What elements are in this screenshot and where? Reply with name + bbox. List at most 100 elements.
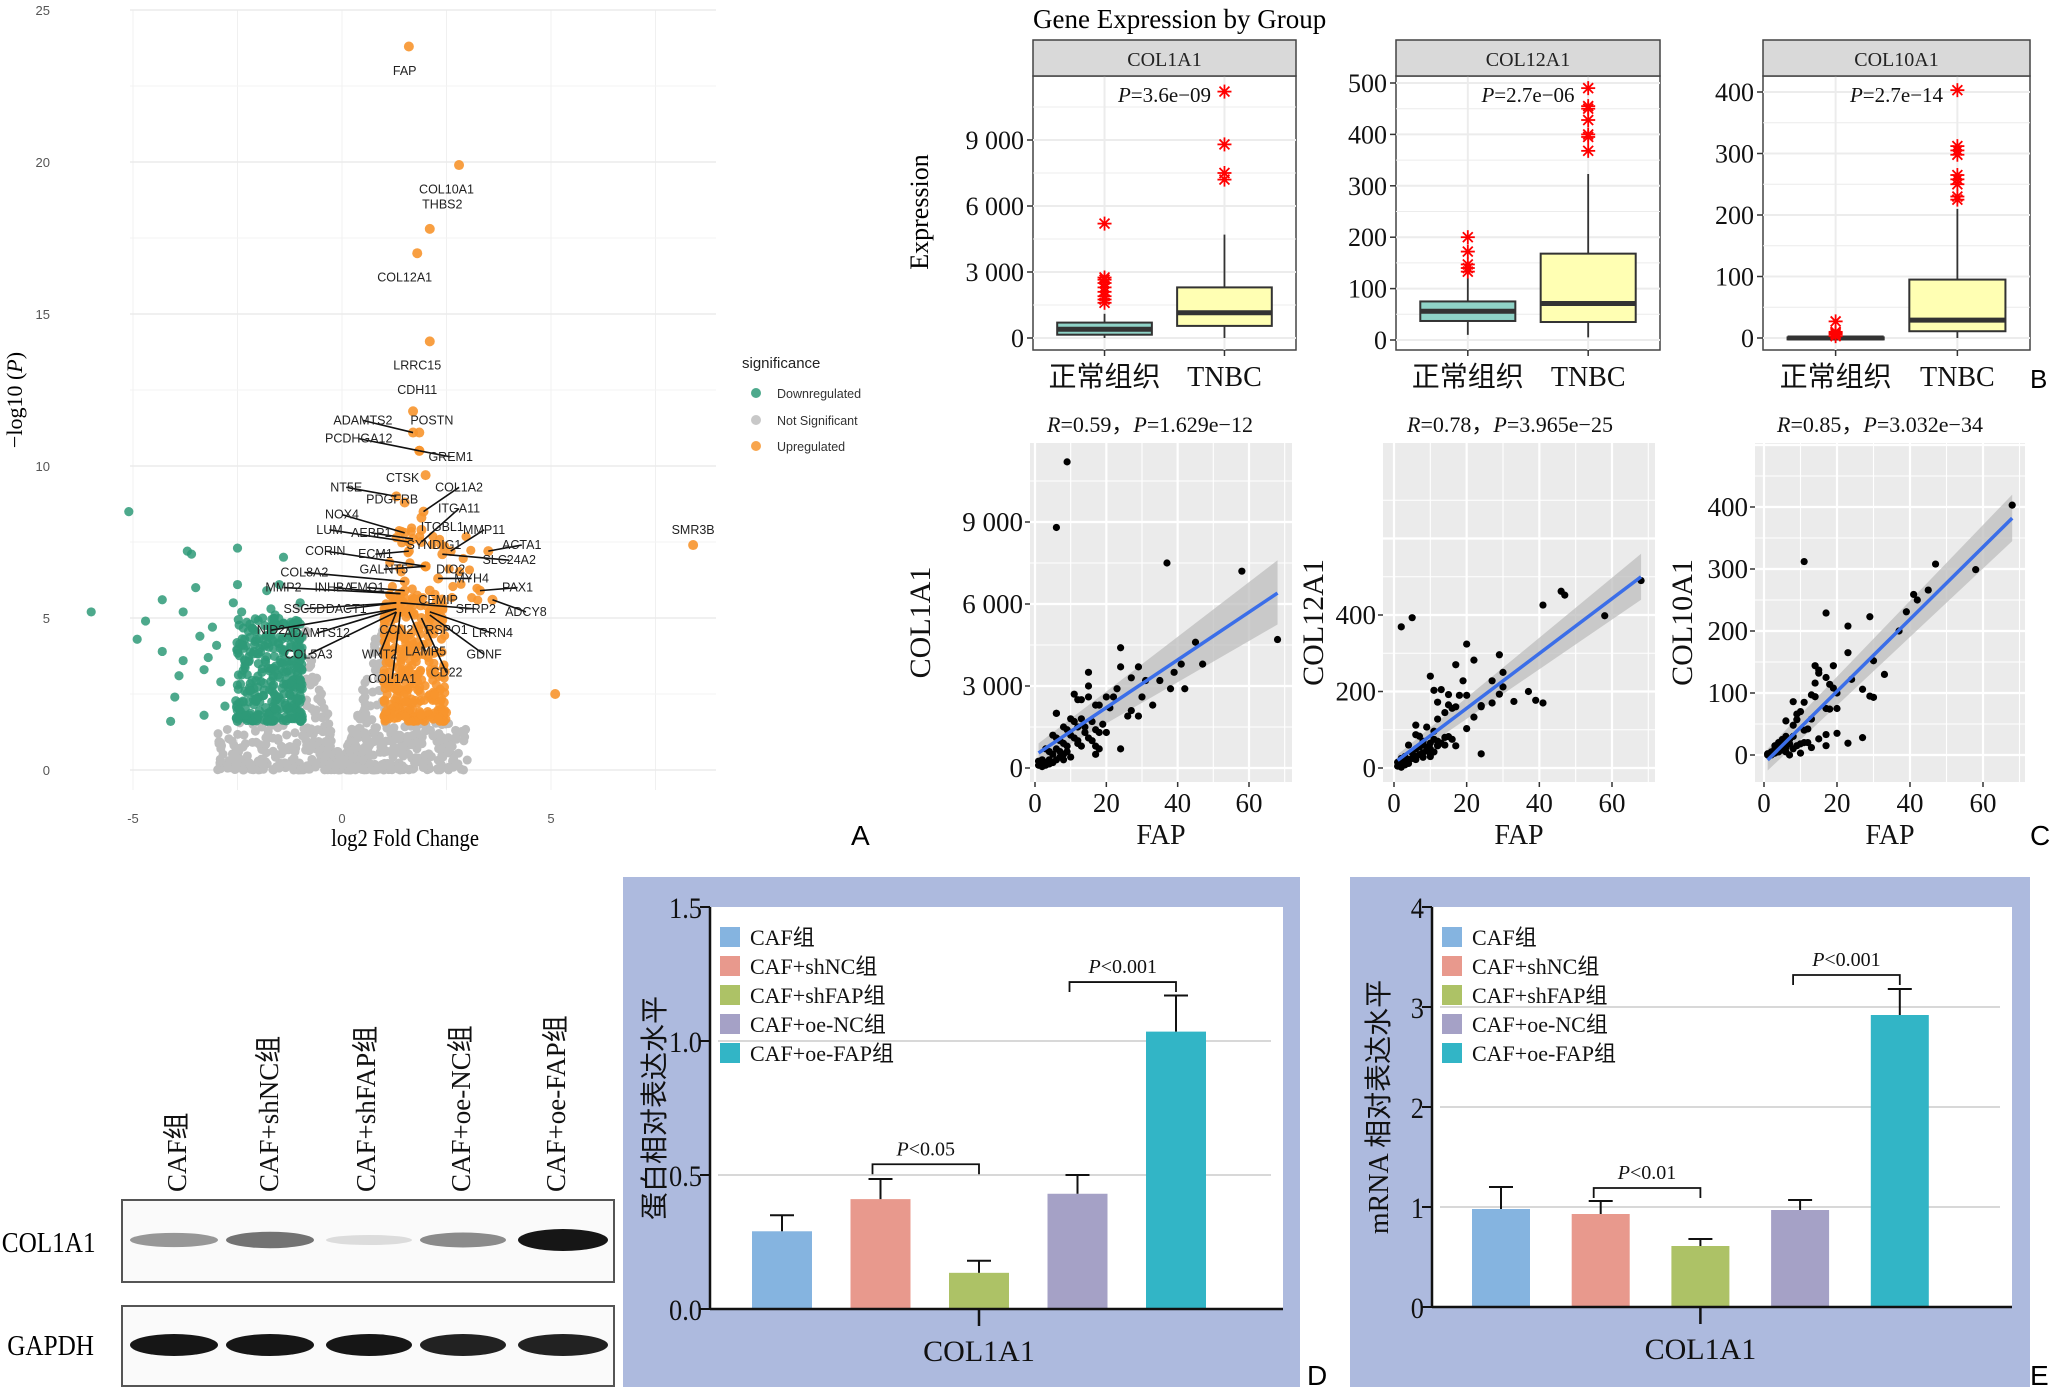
volcano-point-upregulated xyxy=(409,648,419,658)
scatter-point xyxy=(1822,730,1830,739)
y-tick-label: 0 xyxy=(1374,326,1387,355)
volcano-point-downregulated xyxy=(274,579,284,590)
volcano-point-not-significant xyxy=(406,740,416,750)
label-connector xyxy=(325,550,426,568)
separator: ， xyxy=(1471,412,1493,437)
stat-value: =1.629e−12 xyxy=(1147,412,1253,437)
gene-label: COL10A1 xyxy=(419,182,474,196)
scatter-point xyxy=(1070,690,1078,698)
volcano-y-axis-label: −log10 (P) xyxy=(2,352,27,448)
p-value: =2.7e−14 xyxy=(1863,83,1944,107)
gene-label: COL12A1 xyxy=(377,271,432,285)
y-tick-label: 100 xyxy=(1708,678,1749,708)
volcano-point-upregulated xyxy=(396,567,406,577)
x-tick-label: 60 xyxy=(1236,788,1263,818)
volcano-point-downregulated xyxy=(195,631,205,641)
scatter-point xyxy=(1463,691,1471,699)
gene-label: PAX1 xyxy=(502,581,533,595)
volcano-point-upregulated xyxy=(399,497,410,508)
correlation-title: R=0.59，P=1.629e−12 xyxy=(1046,412,1253,437)
volcano-point-not-significant xyxy=(222,724,232,734)
volcano-point-not-significant xyxy=(438,752,448,762)
volcano-point-not-significant xyxy=(331,761,341,771)
gene-label: DACT1 xyxy=(326,602,367,616)
volcano-point-downregulated xyxy=(231,696,241,706)
volcano-points xyxy=(86,41,699,775)
scatter-point xyxy=(1127,707,1135,715)
gene-label: SYNDIG1 xyxy=(407,538,462,552)
volcano-point-upregulated xyxy=(427,539,437,550)
volcano-point-downregulated xyxy=(249,625,259,635)
scatter-point xyxy=(1785,751,1794,759)
volcano-point-not-significant xyxy=(370,727,380,737)
volcano-point-upregulated xyxy=(406,635,417,645)
y-tick-label: 300 xyxy=(1708,554,1749,584)
label-connector xyxy=(391,611,402,679)
volcano-point-downregulated xyxy=(86,607,96,617)
volcano-point-downregulated xyxy=(191,583,201,593)
volcano-point-downregulated xyxy=(251,695,261,705)
volcano-point-not-significant xyxy=(367,715,377,725)
volcano-point-not-significant xyxy=(353,710,363,720)
legend-label: CAF组 xyxy=(750,925,815,950)
volcano-point-downregulated xyxy=(234,651,245,661)
scatter-point xyxy=(1858,734,1867,742)
gene-label: CEMIP xyxy=(418,593,458,607)
y-tick-label: 0.0 xyxy=(669,1295,702,1328)
volcano-axes: -5 0 5 0 5 10 15 20 25 xyxy=(36,3,555,826)
y-tick-label: 100 xyxy=(1348,275,1387,304)
stat-value: =0.85 xyxy=(1790,412,1841,437)
legend-swatch-not-significant xyxy=(751,415,761,425)
facet-strip-label: COL1A1 xyxy=(1127,49,1201,71)
volcano-point-not-significant xyxy=(368,687,378,697)
scatter-point xyxy=(1070,717,1078,726)
scatter-point xyxy=(1902,608,1910,616)
scatter-point xyxy=(1166,685,1175,693)
volcano-point-downregulated xyxy=(254,634,264,644)
gene-label: NT5E xyxy=(330,480,362,494)
x-axis-label: FAP xyxy=(1136,820,1185,851)
legend-swatch xyxy=(1442,1043,1462,1063)
label-connector xyxy=(367,586,405,592)
gene-label: SLC24A2 xyxy=(482,553,536,567)
scatter-point xyxy=(1463,640,1471,648)
volcano-point-downregulated xyxy=(220,701,230,711)
volcano-point-not-significant xyxy=(290,728,300,738)
volcano-point-not-significant xyxy=(360,687,370,697)
gene-label: CORIN xyxy=(305,544,345,558)
scatter-point xyxy=(1191,638,1200,646)
label-connector xyxy=(383,565,426,571)
scatter-point xyxy=(1815,669,1823,677)
y-tick-label: 200 xyxy=(1715,201,1754,230)
legend-label: CAF+shFAP组 xyxy=(1472,983,1608,1008)
y-tick-label: 3 xyxy=(1411,993,1424,1026)
band-col1a1 xyxy=(326,1234,412,1246)
scatter-point xyxy=(1149,701,1157,709)
volcano-point-not-significant xyxy=(394,734,404,744)
volcano-point-downregulated xyxy=(275,632,285,642)
label-connector xyxy=(408,611,427,652)
volcano-point-not-significant xyxy=(449,754,459,764)
x-tick-label: 60 xyxy=(1970,788,1997,818)
y-tick-label: 1.5 xyxy=(669,893,702,926)
volcano-point-upregulated xyxy=(424,336,435,347)
band-gapdh xyxy=(326,1334,412,1356)
outlier-star-stroke xyxy=(1462,231,1474,243)
scatter-point xyxy=(1084,682,1093,690)
legend-swatch xyxy=(720,956,740,976)
scatter-point xyxy=(1807,743,1816,752)
outlier-star-stroke xyxy=(1951,190,1963,203)
volcano-point-upregulated xyxy=(420,681,430,691)
volcano-point-not-significant xyxy=(320,752,330,762)
scatter-point xyxy=(1434,715,1442,723)
scatter-point xyxy=(1829,684,1837,692)
scatter-point xyxy=(1124,712,1132,720)
y-tick-label: 5 xyxy=(43,611,50,626)
label-connector xyxy=(362,419,414,434)
gene-label: MMP2 xyxy=(265,581,301,595)
y-tick-label: 200 xyxy=(1336,677,1377,707)
significance-label: P<0.05 xyxy=(896,1138,956,1160)
y-tick-label: 15 xyxy=(36,307,50,322)
volcano-point-downregulated xyxy=(178,655,188,666)
